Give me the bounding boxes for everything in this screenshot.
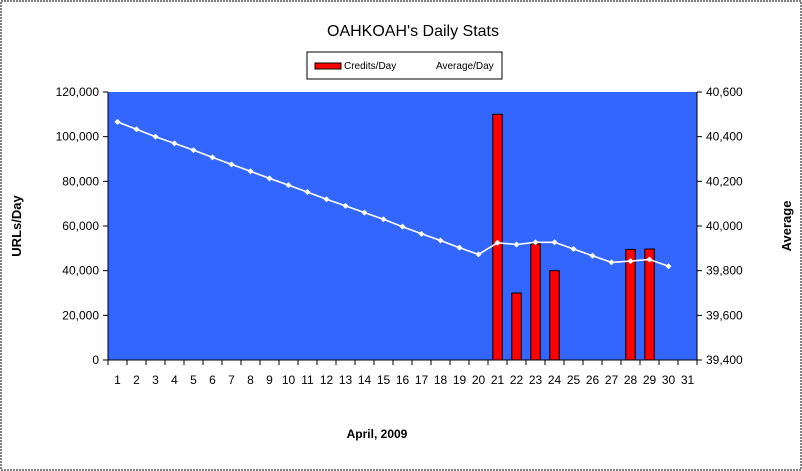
x-tick-label: 11 [301,373,314,387]
y2-tick-label: 40,000 [706,219,743,233]
average-point-day-6 [209,154,216,161]
x-tick-label: 15 [377,373,391,387]
average-point-day-24 [551,239,558,246]
average-point-day-17 [418,230,425,237]
average-point-day-2 [133,126,140,133]
x-tick-label: 30 [662,373,676,387]
average-point-day-5 [190,147,197,154]
x-tick-label: 6 [209,373,216,387]
average-point-day-19 [456,244,463,251]
y-tick-label: 100,000 [56,130,100,144]
x-tick-label: 31 [681,373,695,387]
bar-day-24 [549,270,560,361]
y2-tick-label: 40,600 [706,85,743,99]
axes: 0 39,400 20,000 39,600 40,000 39,800 60,000 40,… [56,85,743,387]
x-tick-label: 19 [453,373,467,387]
average-line [117,121,669,267]
x-tick-label: 22 [510,373,524,387]
legend-label-credits: Credits/Day [344,61,396,72]
bar-day-28 [625,248,636,361]
legend: Credits/Day Average/Day [306,51,503,80]
average-point-day-8 [247,168,254,175]
x-axis-title: April, 2009 [347,427,408,441]
average-point-day-9 [266,175,273,182]
average-point-day-12 [323,196,330,203]
x-tick-label: 16 [396,373,410,387]
x-tick-label: 20 [472,373,486,387]
x-tick-label: 2 [133,373,140,387]
average-point-day-30 [665,263,672,270]
average-point-day-26 [589,252,596,259]
x-tick-label: 12 [320,373,334,387]
y-tick-label: 60,000 [62,219,99,233]
y2-tick-label: 39,800 [706,264,743,278]
x-tick-label: 9 [266,373,273,387]
bar-day-21 [492,113,503,361]
x-tick-label: 4 [171,373,178,387]
x-tick-label: 14 [358,373,372,387]
average-point-day-13 [342,202,349,209]
average-point-day-15 [380,216,387,223]
average-point-day-22 [513,241,520,248]
y2-tick-label: 40,400 [706,130,743,144]
average-point-day-1 [114,118,121,125]
x-tick-label: 26 [586,373,600,387]
average-point-day-11 [304,189,311,196]
legend-label-average: Average/Day [436,61,494,72]
y-tick-label: 0 [92,353,99,367]
x-tick-label: 23 [529,373,543,387]
x-tick-label: 29 [643,373,657,387]
average-point-day-7 [228,161,235,168]
average-point-day-16 [399,223,406,230]
line-series [114,118,672,270]
y2-tick-label: 39,400 [706,353,743,367]
y-tick-label: 40,000 [62,264,99,278]
average-point-day-4 [171,140,178,147]
bar-day-23 [530,243,541,361]
y2-tick-label: 40,200 [706,174,743,188]
average-point-day-21 [494,239,501,246]
average-point-day-18 [437,237,444,244]
y-tick-label: 80,000 [62,174,99,188]
bar-day-22 [511,292,522,361]
y-axis-title: URLs/Day [9,195,24,257]
average-point-day-27 [608,259,615,266]
x-tick-label: 24 [548,373,562,387]
y-tick-label: 120,000 [56,85,100,99]
x-tick-label: 18 [434,373,448,387]
chart-title: OAHKOAH's Daily Stats [327,23,499,40]
average-point-day-25 [570,246,577,253]
average-point-day-3 [152,133,159,140]
x-tick-label: 8 [247,373,254,387]
y2-tick-label: 39,600 [706,308,743,322]
legend-swatch-credits [314,62,342,70]
x-tick-label: 28 [624,373,638,387]
y-tick-label: 20,000 [62,308,99,322]
average-point-day-29 [646,256,653,263]
x-tick-label: 21 [491,373,505,387]
x-tick-label: 3 [152,373,159,387]
x-tick-label: 5 [190,373,197,387]
x-tick-label: 10 [282,373,296,387]
x-tick-label: 7 [228,373,235,387]
average-point-day-28 [627,258,634,265]
bar-day-29 [644,248,655,361]
x-tick-label: 17 [415,373,429,387]
x-tick-label: 27 [605,373,619,387]
average-point-day-14 [361,209,368,216]
average-point-day-10 [285,182,292,189]
x-tick-label: 1 [114,373,121,387]
x-tick-label: 25 [567,373,581,387]
average-point-day-20 [475,251,482,258]
x-tick-label: 13 [339,373,353,387]
y2-axis-title: Average [779,201,794,252]
average-point-day-23 [532,239,539,246]
